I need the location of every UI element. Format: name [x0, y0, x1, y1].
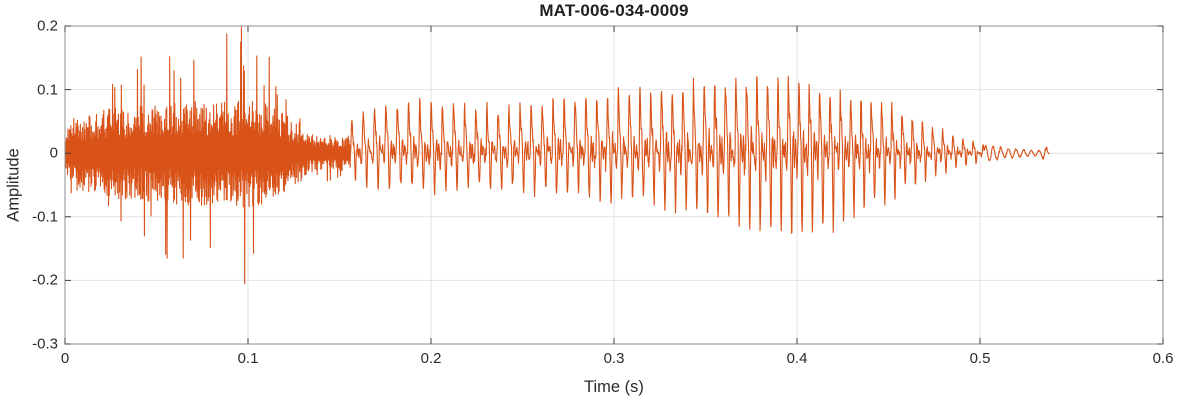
x-tick-label: 0.6: [1152, 350, 1174, 367]
x-tick-label: 0.4: [786, 350, 808, 367]
y-tick-label: 0.1: [37, 81, 58, 99]
y-tick-label: -0.3: [32, 335, 58, 353]
y-tick-label: 0: [49, 144, 58, 162]
waveform-line: [64, 26, 1050, 285]
plot-title: MAT-006-034-0009: [539, 1, 689, 20]
x-tick-label: 0.1: [237, 350, 259, 367]
x-tick-label: 0: [60, 350, 70, 367]
y-tick-label: -0.2: [32, 271, 58, 289]
x-tick-label: 0.2: [420, 350, 442, 367]
y-tick-label: 0.2: [37, 17, 58, 35]
x-tick-label: 0.5: [969, 350, 991, 367]
x-axis-label: Time (s): [584, 378, 644, 396]
x-tick-label: 0.3: [603, 350, 625, 367]
y-tick-label: -0.1: [32, 208, 58, 226]
